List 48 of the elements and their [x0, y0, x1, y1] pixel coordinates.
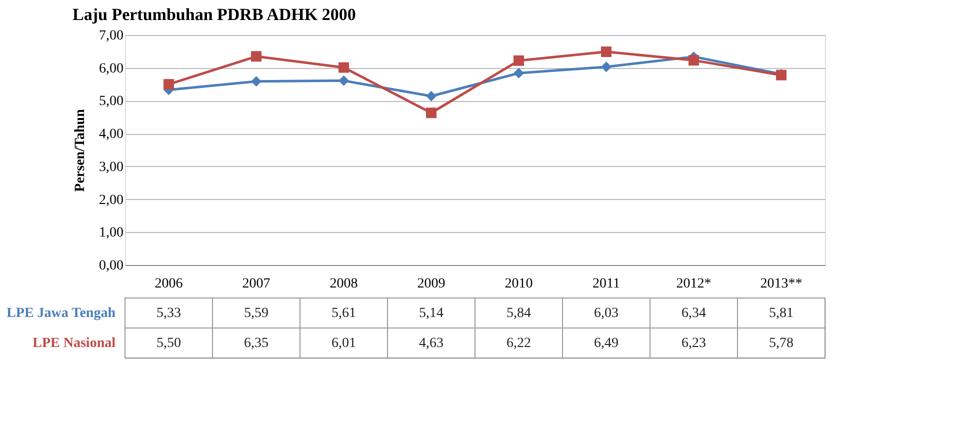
- data-label: 5,33: [156, 306, 181, 321]
- point: [338, 62, 349, 73]
- data-label: 5,61: [332, 306, 356, 321]
- point: [426, 90, 436, 102]
- point: [251, 51, 262, 62]
- x-tick-label: 2008: [330, 276, 358, 292]
- x-tick-label: 2009: [417, 276, 446, 292]
- data-label: 5,84: [506, 306, 531, 321]
- point: [514, 68, 524, 78]
- data-label: 6,22: [506, 336, 531, 351]
- text: LPE Jawa Tengah: [6, 306, 116, 321]
- point: [251, 76, 262, 87]
- y-axis-title: Persen/Tahun: [73, 108, 88, 192]
- y-tick-label: 5,00: [99, 94, 124, 110]
- y-tick-label: 6,00: [99, 61, 124, 76]
- chart-title: Laju Pertumbuhan PDRB ADHK 2000: [72, 5, 356, 24]
- point: [601, 46, 612, 57]
- point: [164, 79, 174, 90]
- x-tick-label: 2012*: [676, 276, 712, 292]
- y-tick-label: 3,00: [99, 160, 124, 175]
- y-tick-label: 0,00: [99, 258, 124, 274]
- data-label: 5,81: [769, 306, 794, 321]
- y-tick-label: 4,00: [99, 127, 124, 142]
- point: [514, 55, 524, 66]
- data-label: 5,14: [419, 306, 444, 321]
- y-tick-label: 2,00: [99, 192, 124, 208]
- text: LPE Nasional: [32, 336, 116, 351]
- data-label: 5,59: [244, 306, 268, 321]
- data-label: 5,50: [156, 336, 181, 351]
- x-tick-label: 2007: [242, 276, 270, 292]
- x-tick-label: 2006: [154, 276, 183, 292]
- point: [601, 62, 612, 72]
- data-label: 4,63: [419, 336, 444, 351]
- data-label: 5,78: [769, 336, 794, 351]
- data-label: 6,23: [682, 336, 706, 351]
- data-label: 6,01: [332, 336, 356, 351]
- data-label: 6,34: [682, 306, 706, 321]
- y-tick-label: 1,00: [99, 226, 124, 241]
- x-tick-label: 2011: [592, 276, 620, 292]
- data-label: 6,03: [594, 306, 618, 321]
- x-tick-label: 2010: [504, 276, 533, 292]
- x-tick-label: 2013**: [760, 276, 802, 292]
- data-label: 6,49: [594, 336, 618, 351]
- point: [688, 55, 699, 66]
- point: [426, 108, 436, 118]
- y-tick-label: 7,00: [99, 28, 124, 44]
- point: [338, 75, 349, 86]
- data-label: 6,35: [244, 336, 268, 351]
